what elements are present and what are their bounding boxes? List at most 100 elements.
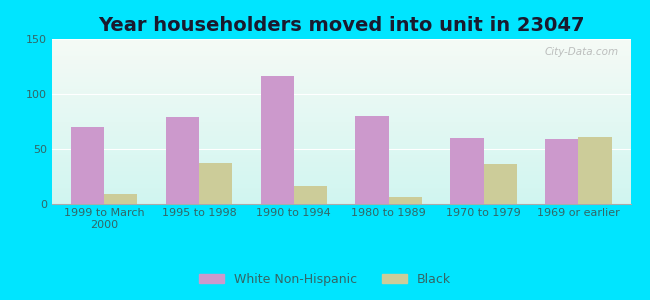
Bar <box>52 44 630 45</box>
Bar <box>52 137 630 138</box>
Bar <box>52 148 630 149</box>
Bar <box>52 124 630 125</box>
Bar <box>52 194 630 195</box>
Bar <box>52 128 630 129</box>
Bar <box>52 188 630 189</box>
Bar <box>52 165 630 166</box>
Bar <box>52 84 630 85</box>
Bar <box>52 39 630 40</box>
Bar <box>52 125 630 126</box>
Bar <box>52 176 630 177</box>
Bar <box>52 79 630 80</box>
Bar <box>52 144 630 145</box>
Bar <box>52 202 630 203</box>
Bar <box>52 103 630 104</box>
Bar <box>52 186 630 187</box>
Bar <box>52 78 630 79</box>
Bar <box>52 151 630 152</box>
Bar <box>52 141 630 142</box>
Bar <box>52 88 630 89</box>
Bar <box>52 91 630 92</box>
Bar <box>52 134 630 135</box>
Bar <box>52 82 630 83</box>
Bar <box>52 172 630 173</box>
Bar <box>52 97 630 98</box>
Bar <box>52 180 630 181</box>
Bar <box>52 55 630 56</box>
Bar <box>52 159 630 160</box>
Bar <box>52 74 630 75</box>
Bar <box>52 59 630 60</box>
Bar <box>52 58 630 59</box>
Bar <box>52 183 630 184</box>
Bar <box>52 98 630 99</box>
Bar <box>52 48 630 49</box>
Bar <box>52 163 630 164</box>
Bar <box>52 113 630 114</box>
Bar <box>52 115 630 116</box>
Bar <box>52 177 630 178</box>
Bar <box>52 140 630 141</box>
Bar <box>52 121 630 122</box>
Bar <box>52 118 630 119</box>
Bar <box>52 114 630 115</box>
Bar <box>52 108 630 109</box>
Bar <box>52 45 630 46</box>
Bar <box>52 106 630 107</box>
Bar <box>52 130 630 131</box>
Bar <box>52 60 630 61</box>
Bar <box>52 107 630 108</box>
Bar <box>294 186 327 204</box>
Bar <box>545 139 578 204</box>
Bar <box>52 63 630 64</box>
Bar <box>52 175 630 176</box>
Bar <box>52 133 630 134</box>
Bar <box>52 132 630 133</box>
Bar <box>52 131 630 132</box>
Bar <box>52 171 630 172</box>
Bar <box>52 168 630 169</box>
Bar <box>52 54 630 55</box>
Bar <box>450 138 484 204</box>
Bar <box>52 187 630 188</box>
Bar <box>166 117 199 204</box>
Bar <box>52 92 630 93</box>
Bar <box>52 40 630 41</box>
Bar <box>52 122 630 123</box>
Bar <box>52 189 630 190</box>
Bar <box>578 137 612 204</box>
Bar <box>52 120 630 121</box>
Bar <box>389 197 422 204</box>
Bar <box>52 67 630 68</box>
Bar <box>52 87 630 88</box>
Bar <box>52 195 630 196</box>
Bar <box>52 102 630 103</box>
Bar <box>52 93 630 94</box>
Bar <box>52 96 630 97</box>
Bar <box>52 178 630 179</box>
Bar <box>52 174 630 175</box>
Bar <box>52 146 630 147</box>
Text: City-Data.com: City-Data.com <box>545 47 619 57</box>
Bar <box>52 200 630 201</box>
Bar <box>52 90 630 91</box>
Bar <box>52 138 630 139</box>
Bar <box>71 127 104 204</box>
Title: Year householders moved into unit in 23047: Year householders moved into unit in 230… <box>98 16 584 35</box>
Bar <box>52 85 630 86</box>
Bar <box>52 198 630 199</box>
Bar <box>104 194 137 204</box>
Bar <box>52 62 630 63</box>
Bar <box>52 47 630 48</box>
Bar <box>52 66 630 67</box>
Bar <box>52 179 630 180</box>
Bar <box>356 116 389 204</box>
Bar <box>52 49 630 50</box>
Bar <box>52 147 630 148</box>
Legend: White Non-Hispanic, Black: White Non-Hispanic, Black <box>194 268 456 291</box>
Bar <box>52 83 630 84</box>
Bar <box>52 75 630 76</box>
Bar <box>484 164 517 204</box>
Bar <box>52 150 630 151</box>
Bar <box>52 41 630 42</box>
